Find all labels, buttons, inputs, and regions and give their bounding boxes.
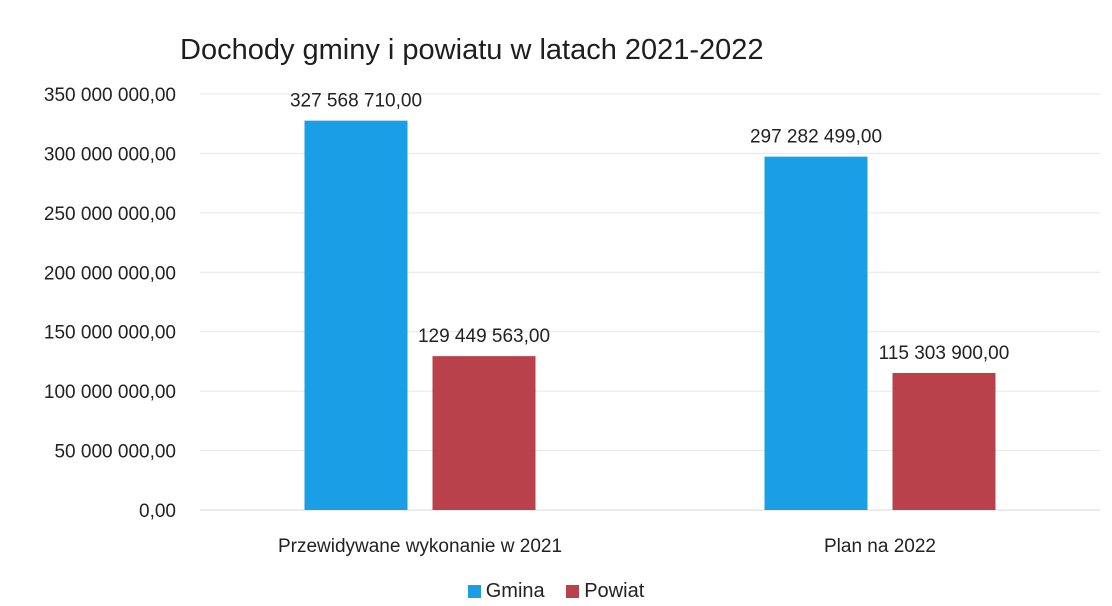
y-tick-label: 200 000 000,00 (44, 263, 176, 284)
y-tick-label: 50 000 000,00 (54, 442, 176, 463)
legend-swatch-powiat (566, 585, 580, 598)
legend-label-powiat: Powiat (584, 580, 645, 602)
y-tick-label: 0,00 (139, 501, 176, 522)
x-tick-label: Plan na 2022 (824, 536, 936, 557)
legend-item-powiat: Powiat (566, 580, 644, 603)
y-tick-label: 150 000 000,00 (44, 323, 176, 344)
chart-title: Dochody gminy i powiatu w latach 2021-20… (180, 34, 764, 66)
data-label: 129 449 563,00 (418, 326, 550, 347)
bar-gmina (764, 156, 868, 510)
x-tick-label: Przewidywane wykonanie w 2021 (278, 536, 562, 557)
legend-label-gmina: Gmina (485, 580, 545, 602)
data-label: 297 282 499,00 (750, 127, 882, 148)
legend-swatch-gmina (467, 585, 481, 598)
bar-powiat (432, 356, 536, 510)
y-tick-label: 250 000 000,00 (44, 204, 176, 225)
bar-gmina (304, 120, 408, 510)
legend-item-gmina: Gmina (467, 580, 545, 603)
bar-powiat (892, 372, 996, 510)
data-label: 115 303 900,00 (879, 343, 1010, 364)
y-tick-label: 300 000 000,00 (44, 144, 176, 165)
legend: Gmina Powiat (0, 580, 1112, 604)
y-tick-label: 100 000 000,00 (44, 382, 176, 403)
y-tick-label: 350 000 000,00 (44, 85, 176, 106)
data-label: 327 568 710,00 (290, 91, 422, 112)
